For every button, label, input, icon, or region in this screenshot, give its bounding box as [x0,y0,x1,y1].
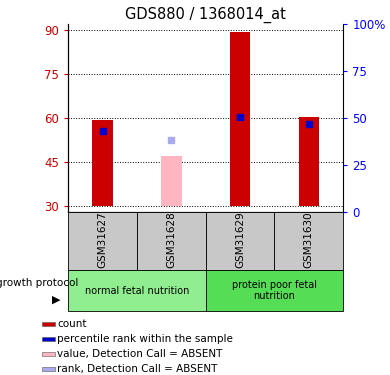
Text: percentile rank within the sample: percentile rank within the sample [57,334,233,344]
Bar [230,32,250,206]
Text: ▶: ▶ [52,295,60,305]
Text: rank, Detection Call = ABSENT: rank, Detection Call = ABSENT [57,364,218,374]
Bar [42,352,55,356]
Bar [42,322,55,326]
Text: value, Detection Call = ABSENT: value, Detection Call = ABSENT [57,349,223,359]
Bar [161,156,182,206]
Text: count: count [57,319,87,329]
Bar [275,212,343,270]
Text: normal fetal nutrition: normal fetal nutrition [85,286,189,296]
Bar [206,212,275,270]
Text: GSM31629: GSM31629 [235,211,245,268]
Text: GSM31630: GSM31630 [304,211,314,268]
Bar [42,338,55,340]
Bar [68,270,206,311]
Bar [68,212,137,270]
Bar [137,212,206,270]
Bar [42,368,55,370]
Bar [206,270,343,311]
Bar [298,117,319,206]
Text: GSM31628: GSM31628 [167,211,176,268]
Text: protein poor fetal
nutrition: protein poor fetal nutrition [232,280,317,302]
Title: GDS880 / 1368014_at: GDS880 / 1368014_at [125,7,286,23]
Text: GSM31627: GSM31627 [98,211,108,268]
Bar [92,120,113,206]
Text: growth protocol: growth protocol [0,278,79,288]
